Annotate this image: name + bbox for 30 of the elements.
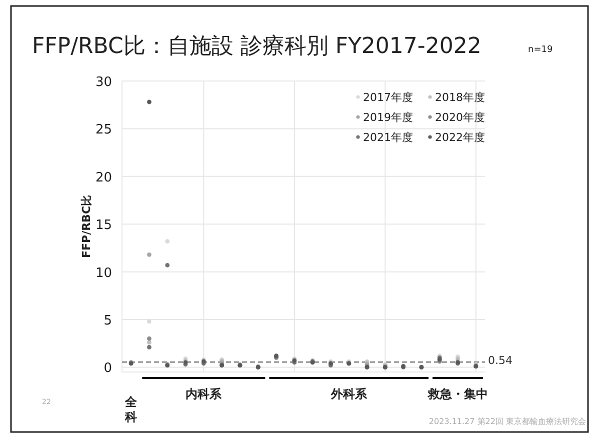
y-tick-label: 0 <box>104 361 112 376</box>
point <box>147 252 152 257</box>
legend-label: 2020年度 <box>435 111 485 124</box>
y-axis-title: FFP/RBC比 <box>80 194 93 258</box>
text: 外科系 <box>330 387 368 401</box>
y-tick-label: 15 <box>95 218 112 234</box>
text: 2023.11.27 第22回 東京都輸血療法研究会 <box>428 417 586 426</box>
text: 全科 <box>124 395 138 424</box>
legend-label: 2017年度 <box>363 91 413 104</box>
chart-title: FFP/RBC比：自施設 診療科別 FY2017-2022 <box>32 34 482 59</box>
y-tick-label: 10 <box>95 266 112 281</box>
text: 内科系 <box>186 387 223 401</box>
legend-label: 2021年度 <box>363 131 413 144</box>
y-tick-label: 20 <box>95 170 112 186</box>
point <box>165 239 170 244</box>
point <box>165 262 170 268</box>
point <box>147 340 152 345</box>
y-tick-label: 30 <box>95 75 112 90</box>
y-tick-label: 25 <box>95 122 112 138</box>
text: 救急・集中 <box>426 387 488 401</box>
point <box>147 336 152 341</box>
point <box>147 319 152 324</box>
text: n=19 <box>528 45 553 55</box>
ref-line-label: 0.54 <box>488 354 512 368</box>
legend-label: 2019年度 <box>363 111 413 124</box>
point <box>147 344 152 350</box>
legend-label: 2022年度 <box>435 131 485 144</box>
point <box>147 100 152 104</box>
y-tick-label: 5 <box>104 314 112 329</box>
legend-label: 2018年度 <box>435 91 485 104</box>
